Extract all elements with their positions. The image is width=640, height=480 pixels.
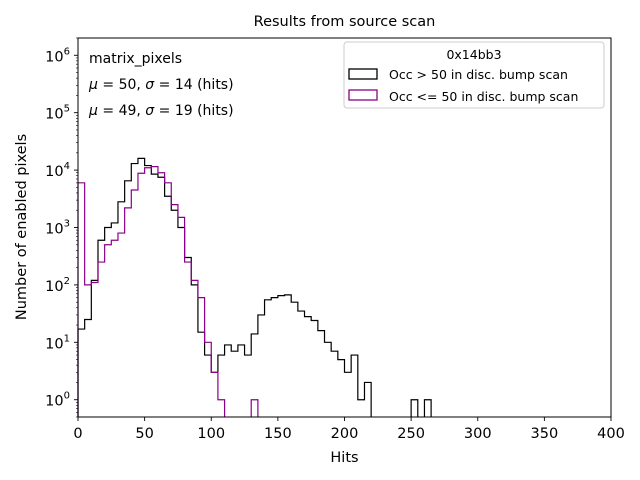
y-tick-label: 101 — [45, 333, 70, 352]
x-tick-label: 200 — [331, 426, 359, 442]
annotation-stats-series-1: μ = 50, σ = 14 (hits) — [88, 77, 234, 93]
annotation-label: matrix_pixels — [89, 51, 182, 67]
stat-mu-2: 49 — [119, 103, 137, 119]
annotation-stats-series-2: μ = 49, σ = 19 (hits) — [88, 103, 234, 119]
y-axis-label: Number of enabled pixels — [14, 134, 30, 320]
x-tick-label: 300 — [464, 426, 492, 442]
y-tick-label: 103 — [45, 219, 70, 238]
y-tick-label: 104 — [45, 161, 70, 180]
x-tick-label: 400 — [597, 426, 625, 442]
chart-title: Results from source scan — [254, 14, 436, 30]
stat-unit-1: (hits) — [197, 77, 233, 93]
legend-swatch-series-2 — [348, 89, 378, 101]
y-axis: 100 101 102 103 104 105 106 — [45, 37, 78, 418]
x-tick-label: 350 — [531, 426, 559, 442]
y-tick-label: 105 — [45, 104, 70, 123]
legend-label-series-1: Occ > 50 in disc. bump scan — [389, 67, 568, 82]
x-tick-label: 50 — [135, 426, 153, 442]
x-axis: 0 50 100 150 200 250 300 350 400 — [73, 417, 625, 442]
y-tick-label: 106 — [45, 46, 70, 65]
histogram-series-2 — [77, 166, 259, 417]
x-tick-label: 150 — [264, 426, 292, 442]
y-tick-label: 100 — [45, 391, 70, 410]
x-tick-label: 0 — [73, 426, 82, 442]
x-axis-label: Hits — [330, 450, 358, 466]
x-tick-label: 100 — [197, 426, 225, 442]
stat-sigma-2: 19 — [175, 103, 193, 119]
legend-title: 0x14bb3 — [446, 47, 501, 62]
legend-box — [343, 41, 605, 109]
series-layer — [77, 157, 432, 417]
y-tick-label: 102 — [45, 276, 70, 295]
legend-label-series-2: Occ <= 50 in disc. bump scan — [389, 89, 578, 104]
legend-swatch-series-1 — [348, 68, 378, 80]
stat-unit-2: (hits) — [197, 103, 233, 119]
legend: 0x14bb3 Occ > 50 in disc. bump scan Occ … — [343, 41, 605, 109]
x-tick-label: 250 — [397, 426, 425, 442]
stat-sigma-1: 14 — [175, 77, 193, 93]
stat-mu-1: 50 — [119, 77, 137, 93]
histogram-series-1 — [77, 157, 432, 417]
